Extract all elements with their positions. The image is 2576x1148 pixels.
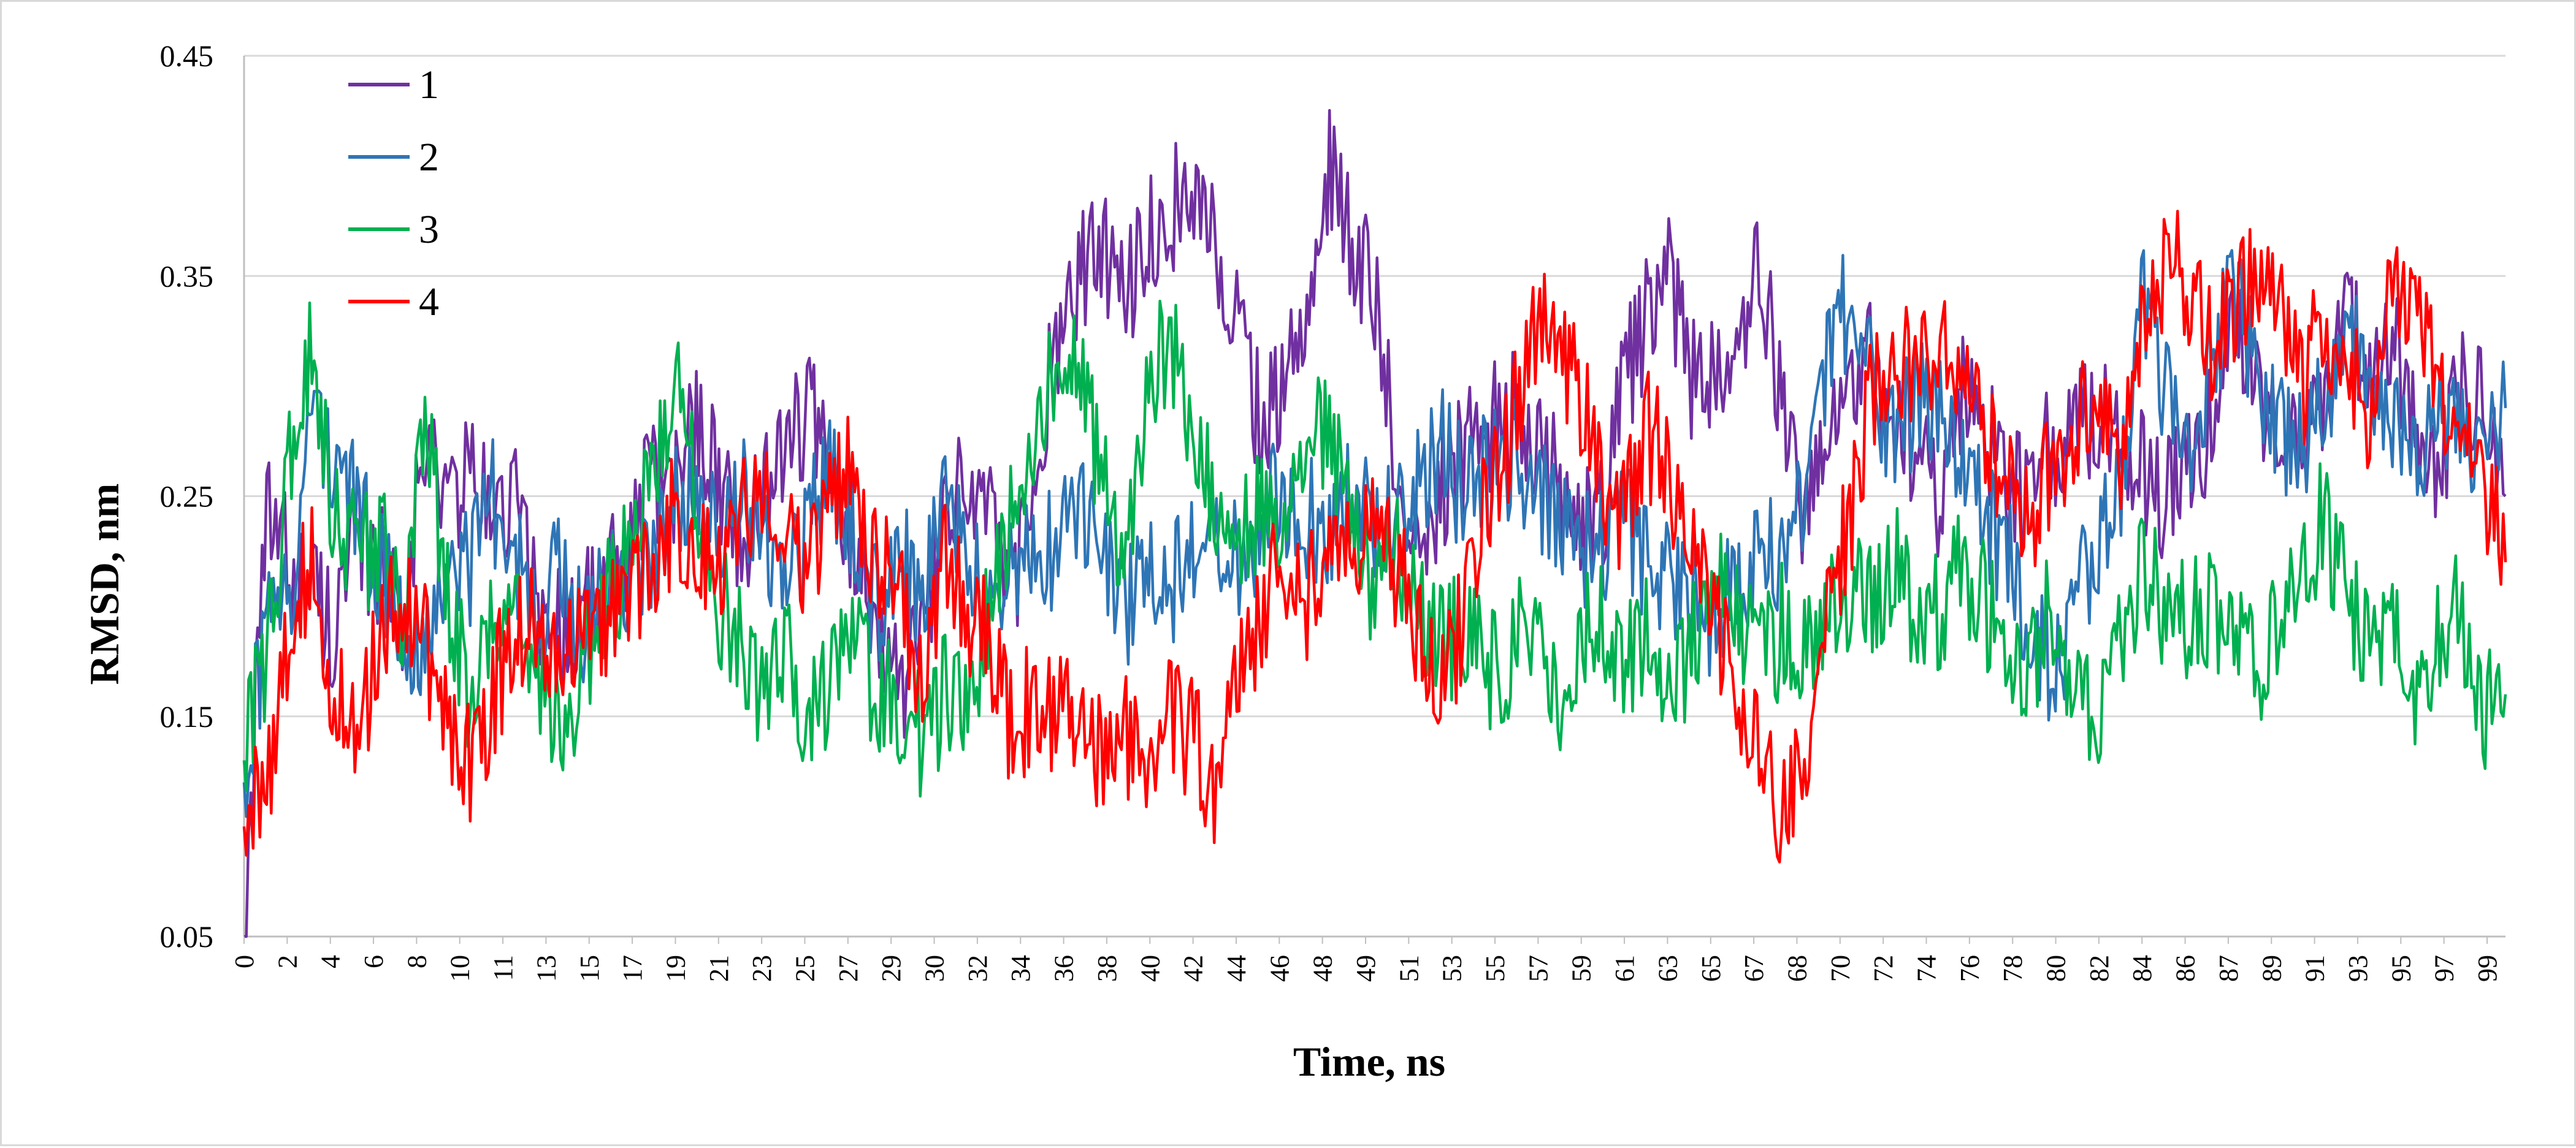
x-tick-label: 34 — [1006, 955, 1036, 982]
y-tick-label: 0.25 — [160, 479, 214, 514]
x-tick-label: 97 — [2429, 955, 2459, 982]
x-tick-label: 4 — [316, 955, 346, 968]
x-tick-label: 65 — [1696, 955, 1726, 982]
y-tick-label: 0.05 — [160, 919, 214, 954]
x-tick-label: 74 — [1912, 955, 1942, 982]
x-tick-label: 84 — [2127, 955, 2157, 982]
x-tick-label: 6 — [359, 955, 389, 968]
x-tick-label: 55 — [1480, 955, 1510, 982]
legend-label-4: 4 — [419, 279, 439, 324]
legend-label-1: 1 — [419, 63, 439, 107]
x-tick-label: 91 — [2300, 955, 2330, 982]
x-tick-label: 59 — [1567, 955, 1597, 982]
x-tick-label: 93 — [2343, 955, 2373, 982]
x-tick-label: 86 — [2171, 955, 2201, 982]
y-tick-label: 0.45 — [160, 39, 214, 73]
x-tick-label: 72 — [1868, 955, 1898, 982]
x-tick-label: 70 — [1825, 955, 1856, 982]
x-tick-label: 8 — [402, 955, 432, 968]
x-axis-title: Time, ns — [1293, 1038, 1445, 1085]
series-line-4 — [242, 210, 2507, 864]
x-tick-label: 11 — [488, 955, 518, 981]
y-tick-labels: 0.05 0.15 0.25 0.35 0.45 — [160, 39, 214, 954]
x-tick-label: 95 — [2386, 955, 2416, 982]
x-tick-label: 82 — [2084, 955, 2114, 982]
legend-label-3: 3 — [419, 207, 439, 252]
x-tick-labels: 0 2 4 6 8 10 11 13 15 17 19 21 23 25 27 29 30 32 34 36 38 40 4… — [229, 937, 2502, 982]
x-tick-label: 48 — [1308, 955, 1338, 982]
x-tick-label: 19 — [660, 955, 690, 982]
x-tick-label: 67 — [1739, 955, 1769, 982]
x-tick-label: 38 — [1092, 955, 1122, 982]
x-tick-label: 53 — [1437, 955, 1467, 982]
x-tick-label: 10 — [445, 955, 475, 982]
x-tick-label: 15 — [575, 955, 605, 982]
x-tick-label: 27 — [833, 955, 863, 982]
x-tick-label: 46 — [1264, 955, 1294, 982]
y-tick-label: 0.15 — [160, 699, 214, 734]
legend: 1 2 3 4 — [348, 63, 439, 324]
x-tick-label: 63 — [1653, 955, 1683, 982]
x-tick-label: 51 — [1394, 955, 1424, 982]
x-tick-label: 40 — [1135, 955, 1165, 982]
x-tick-label: 30 — [920, 955, 950, 982]
x-tick-label: 29 — [876, 955, 906, 982]
x-tick-label: 57 — [1523, 955, 1553, 982]
series-line-3 — [242, 300, 2507, 798]
x-tick-label: 2 — [272, 955, 302, 968]
x-tick-label: 0 — [229, 955, 259, 968]
x-tick-label: 49 — [1351, 955, 1381, 982]
x-tick-label: 44 — [1221, 955, 1252, 982]
x-tick-label: 36 — [1049, 955, 1079, 982]
x-tick-label: 89 — [2257, 955, 2287, 982]
series-line-2 — [242, 249, 2507, 818]
x-tick-label: 23 — [747, 955, 777, 982]
y-tick-label: 0.35 — [160, 259, 214, 293]
x-tick-label: 17 — [617, 955, 648, 982]
x-tick-label: 25 — [790, 955, 820, 982]
x-tick-label: 80 — [2041, 955, 2071, 982]
data-series — [242, 108, 2507, 938]
x-tick-label: 13 — [531, 955, 561, 982]
legend-label-2: 2 — [419, 135, 439, 180]
x-tick-label: 42 — [1179, 955, 1209, 982]
x-tick-label: 32 — [963, 955, 993, 982]
x-tick-label: 87 — [2214, 955, 2244, 982]
x-tick-label: 21 — [704, 955, 734, 982]
x-tick-label: 78 — [1998, 955, 2028, 982]
x-tick-label: 61 — [1610, 955, 1640, 982]
x-tick-label: 99 — [2472, 955, 2502, 982]
x-tick-label: 76 — [1955, 955, 1985, 982]
y-axis-title: RMSD, nm — [81, 484, 128, 685]
x-tick-label: 68 — [1782, 955, 1812, 982]
